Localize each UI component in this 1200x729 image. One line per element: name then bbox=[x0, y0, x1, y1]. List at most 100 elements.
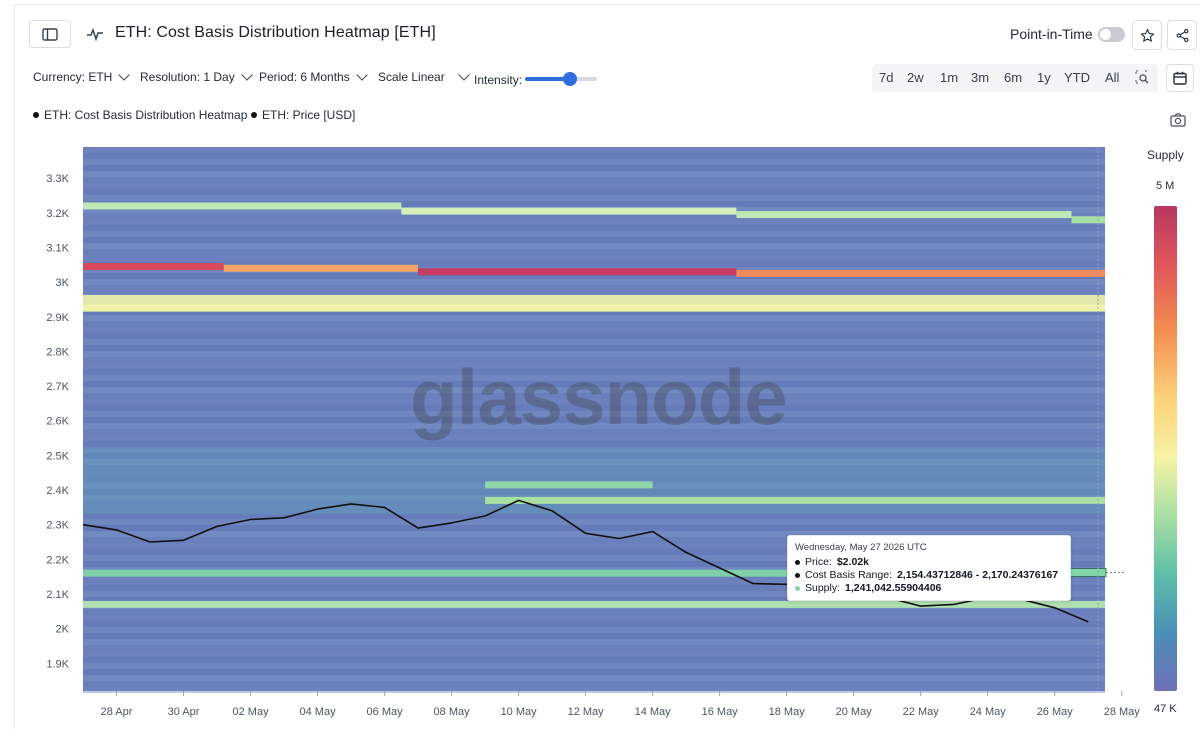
hovered-heatmap-cell bbox=[1069, 568, 1107, 577]
tooltip-range-label: Cost Basis Range: bbox=[805, 569, 892, 581]
x-axis-tick-label: 30 Apr bbox=[168, 706, 200, 718]
x-axis-tick-label: 22 May bbox=[903, 706, 940, 718]
heatmap-cell-row bbox=[83, 441, 1105, 447]
heatmap-cell-row bbox=[83, 309, 1105, 315]
x-axis-tick-label: 16 May bbox=[702, 706, 739, 718]
heatmap-cell-row bbox=[83, 405, 1105, 411]
tooltip-price-label: Price: bbox=[805, 556, 832, 568]
heatmap-cell-row bbox=[83, 525, 1105, 531]
heatmap-cell-row bbox=[83, 543, 1105, 549]
tooltip-price-row: Price: $2.02k bbox=[795, 556, 1063, 569]
currency-dropdown[interactable]: Currency: ETH bbox=[33, 69, 131, 84]
heatmap-cell-row bbox=[83, 291, 1105, 297]
range-ytd-button[interactable]: YTD bbox=[1064, 70, 1090, 85]
heatmap-cell-row bbox=[83, 489, 1105, 495]
y-axis-tick-label: 2.7K bbox=[46, 381, 69, 393]
y-axis-tick-label: 2.1K bbox=[46, 589, 69, 601]
legend-label: ETH: Price [USD] bbox=[262, 108, 356, 122]
x-axis-tick-label: 28 Apr bbox=[101, 706, 133, 718]
sidebar-toggle-button[interactable] bbox=[29, 20, 71, 48]
period-dropdown[interactable]: Period: 6 Months bbox=[259, 69, 368, 84]
zoom-select-icon[interactable] bbox=[1135, 70, 1149, 84]
heatmap-cell-row bbox=[83, 639, 1105, 645]
y-axis-tick-label: 3.2K bbox=[46, 208, 69, 220]
sidebar-panel-icon bbox=[42, 27, 58, 41]
heatmap-cell-row bbox=[83, 627, 1105, 633]
colorbar-min-label: 47 K bbox=[1154, 703, 1177, 715]
heatmap-cell-row bbox=[83, 669, 1105, 675]
heatmap-band bbox=[83, 600, 1105, 608]
pulse-icon bbox=[87, 27, 103, 42]
x-axis-tick-label: 28 May bbox=[1104, 706, 1141, 718]
heatmap-cell-row bbox=[83, 537, 1105, 543]
heatmap-cell-row bbox=[83, 159, 1105, 165]
heatmap-cell-row bbox=[83, 477, 1105, 483]
heatmap-cell-row bbox=[83, 549, 1105, 555]
heatmap-cell-row bbox=[83, 237, 1105, 243]
y-axis-tick-label: 2.3K bbox=[46, 520, 69, 532]
legend-item-price[interactable]: ETH: Price [USD] bbox=[251, 108, 355, 122]
x-axis-tick-label: 14 May bbox=[635, 706, 672, 718]
heatmap-cell-row bbox=[83, 579, 1105, 585]
heatmap-cell-row bbox=[83, 357, 1105, 363]
y-axis-tick-label: 2.9K bbox=[46, 312, 69, 324]
y-axis-tick-label: 3.3K bbox=[46, 173, 69, 185]
legend-dot-icon bbox=[33, 112, 39, 118]
page-title: ETH: Cost Basis Distribution Heatmap [ET… bbox=[115, 24, 436, 41]
intensity-slider-fill bbox=[525, 77, 570, 81]
heatmap-cell-row bbox=[83, 183, 1105, 189]
heatmap-cell-row bbox=[83, 615, 1105, 621]
intensity-slider-handle[interactable] bbox=[562, 72, 577, 86]
resolution-dropdown[interactable]: Resolution: 1 Day bbox=[140, 69, 253, 84]
colorbar-max-label: 5 M bbox=[1156, 180, 1175, 192]
heatmap-cell-row bbox=[83, 189, 1105, 195]
calendar-button[interactable] bbox=[1166, 64, 1194, 92]
x-axis-tick-label: 08 May bbox=[434, 706, 471, 718]
heatmap-cell-row bbox=[83, 591, 1105, 597]
y-axis-tick-label: 3.1K bbox=[46, 242, 69, 254]
heatmap-band bbox=[401, 207, 737, 215]
heatmap-cell-row bbox=[83, 321, 1105, 327]
tooltip-date: Wednesday, May 27 2026 UTC bbox=[795, 542, 927, 553]
range-all-button[interactable]: All bbox=[1105, 70, 1120, 85]
heatmap-cell-row bbox=[83, 279, 1105, 285]
heatmap-cell-row bbox=[83, 513, 1105, 519]
heatmap-band bbox=[485, 496, 1105, 504]
heatmap-cell-row bbox=[83, 501, 1105, 507]
heatmap-cell-row bbox=[83, 507, 1105, 513]
y-axis-tick-label: 2.6K bbox=[46, 416, 69, 428]
intensity-slider-track[interactable] bbox=[525, 77, 597, 81]
range-3m-button[interactable]: 3m bbox=[971, 70, 990, 85]
point-in-time-toggle[interactable] bbox=[1098, 27, 1125, 42]
range-6m-button[interactable]: 6m bbox=[1004, 70, 1023, 85]
heatmap-cell-row bbox=[83, 375, 1105, 381]
range-1y-button[interactable]: 1y bbox=[1037, 70, 1051, 85]
heatmap-cell-row bbox=[83, 195, 1105, 201]
share-button[interactable] bbox=[1167, 20, 1197, 50]
heatmap-cell-row bbox=[83, 171, 1105, 177]
heatmap-band bbox=[1071, 216, 1105, 224]
heatmap-cell-row bbox=[83, 243, 1105, 249]
heatmap-cell-row bbox=[83, 633, 1105, 639]
y-axis-tick-label: 2.2K bbox=[46, 554, 69, 566]
camera-icon[interactable] bbox=[1170, 113, 1186, 127]
heatmap-cell-row bbox=[83, 327, 1105, 333]
heatmap-band bbox=[736, 211, 1072, 219]
favorite-button[interactable] bbox=[1132, 20, 1162, 50]
scale-dropdown[interactable]: Scale Linear bbox=[378, 69, 470, 84]
heatmap-band bbox=[83, 569, 1105, 577]
legend-item-heatmap[interactable]: ETH: Cost Basis Distribution Heatmap bbox=[33, 108, 247, 122]
heatmap-cell-row bbox=[83, 363, 1105, 369]
range-1m-button[interactable]: 1m bbox=[940, 70, 959, 85]
heatmap-cell-row bbox=[83, 165, 1105, 171]
x-axis-tick-label: 18 May bbox=[769, 706, 806, 718]
heatmap-cell-row bbox=[83, 585, 1105, 591]
heatmap-cell-row bbox=[83, 285, 1105, 291]
range-7d-button[interactable]: 7d bbox=[879, 70, 894, 85]
heatmap-cell-row bbox=[83, 621, 1105, 627]
intensity-label: Intensity: bbox=[474, 73, 523, 87]
y-axis-tick-label: 2K bbox=[56, 624, 70, 636]
heatmap-cell-row bbox=[83, 411, 1105, 417]
range-2w-button[interactable]: 2w bbox=[907, 70, 924, 85]
